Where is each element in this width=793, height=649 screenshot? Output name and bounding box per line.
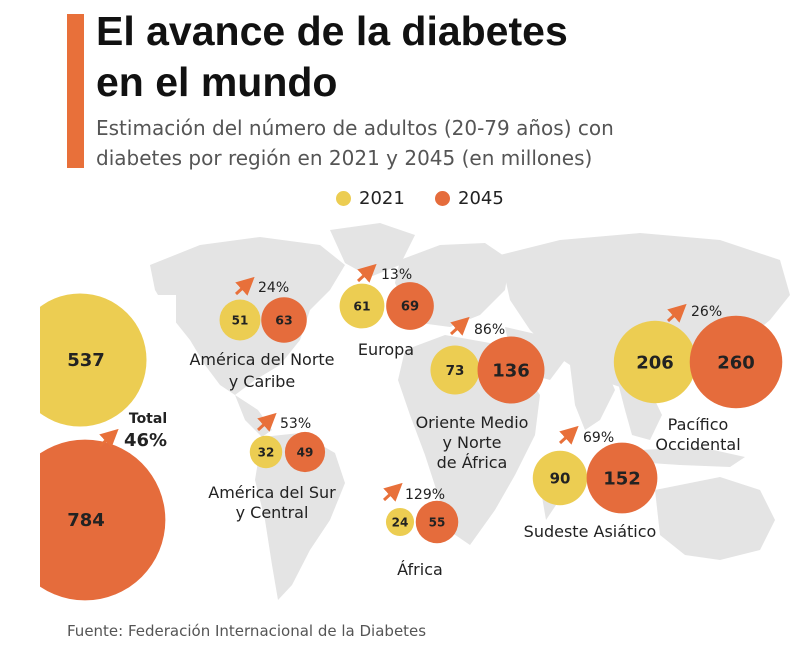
region-6-2045-circle — [586, 442, 658, 514]
region-2-name-line-2: de África — [437, 453, 508, 472]
region-4-2021-circle — [249, 435, 283, 469]
region-6-change: 69% — [583, 430, 614, 446]
region-3-2021-value: 206 — [636, 352, 674, 373]
region-5-2045-value: 55 — [429, 515, 446, 529]
total-arrow — [98, 428, 119, 448]
region-1-arrow — [356, 263, 377, 283]
legend-dot-2045 — [435, 191, 450, 206]
region-2-2021-value: 73 — [446, 363, 465, 379]
region-1-change: 13% — [381, 267, 412, 283]
region-2-name-line-0: Oriente Medio — [416, 413, 529, 432]
region-5-2045-circle — [415, 500, 459, 544]
world-map — [150, 223, 790, 600]
region-0-name-line-0: América del Norte — [189, 350, 334, 369]
region-5-2021-value: 24 — [392, 515, 409, 529]
total-2045-circle — [40, 439, 166, 601]
region-6-name-line-0: Sudeste Asiático — [524, 522, 657, 541]
region-5-arrow — [382, 482, 403, 502]
region-6-arrow — [558, 425, 579, 445]
legend-item-2045: 2045 — [435, 188, 504, 209]
region-5-name-line-0: África — [397, 560, 443, 579]
region-0-2045-circle — [261, 297, 307, 343]
region-0-2045-value: 63 — [275, 313, 292, 328]
total-2021-circle — [40, 293, 147, 427]
region-4-change: 53% — [280, 416, 311, 432]
subtitle: Estimación del número de adultos (20-79 … — [96, 113, 614, 173]
region-0-arrow — [234, 276, 255, 296]
region-0-2021-circle — [219, 299, 261, 341]
world-map-shapes — [150, 223, 790, 600]
title-line-1: El avance de la diabetes — [96, 8, 568, 54]
total-change: 46% — [124, 430, 167, 451]
legend-label-2021: 2021 — [359, 188, 405, 209]
region-3-2021-circle — [613, 320, 697, 404]
region-1-2021-circle — [339, 283, 385, 329]
region-0-change: 24% — [258, 280, 289, 296]
region-3-2045-circle — [689, 315, 783, 409]
region-4-name-line-0: América del Sur — [208, 483, 336, 502]
map-india — [570, 365, 615, 430]
legend: 2021 2045 — [0, 188, 793, 214]
legend-label-2045: 2045 — [458, 188, 504, 209]
subtitle-line-2: diabetes por región en 2021 y 2045 (en m… — [96, 146, 593, 170]
total-2021-value: 537 — [67, 350, 105, 371]
map-south-america — [255, 433, 345, 600]
region-1-name-line-0: Europa — [358, 340, 414, 359]
map-australia — [655, 477, 775, 560]
region-2-2021-circle — [430, 345, 480, 395]
region-3-name-line-1: Occidental — [655, 435, 740, 454]
accent-bar — [67, 14, 84, 168]
region-2-2045-circle — [477, 336, 545, 404]
map-greenland — [330, 223, 415, 277]
legend-item-2021: 2021 — [336, 188, 405, 209]
region-2-arrow — [449, 316, 470, 336]
source-note: Fuente: Federación Internacional de la D… — [67, 622, 427, 640]
title-line-2: en el mundo — [96, 59, 338, 105]
region-4-2045-circle — [284, 431, 326, 473]
subtitle-line-1: Estimación del número de adultos (20-79 … — [96, 116, 614, 140]
page-title: El avance de la diabetes en el mundo — [96, 6, 568, 108]
region-2-2045-value: 136 — [492, 360, 530, 381]
region-0-name-line-1: y Caribe — [229, 372, 296, 391]
region-3-change: 26% — [691, 304, 722, 320]
region-6-2021-value: 90 — [550, 469, 571, 487]
region-2-change: 86% — [474, 322, 505, 338]
region-4-2021-value: 32 — [258, 445, 275, 459]
total-2045-value: 784 — [67, 510, 105, 531]
region-1-2045-value: 69 — [401, 300, 419, 315]
region-5-2021-circle — [385, 507, 415, 537]
region-0-2021-value: 51 — [232, 313, 249, 327]
map-indonesia — [640, 447, 745, 467]
region-2-name-line-1: y Norte — [442, 433, 501, 452]
legend-dot-2021 — [336, 191, 351, 206]
region-6-2021-circle — [532, 450, 588, 506]
region-3-arrow — [666, 303, 687, 323]
total-bubbles — [40, 293, 166, 601]
total-label: Total — [129, 411, 167, 427]
region-3-name-line-0: Pacífico — [668, 415, 729, 434]
region-1-2045-circle — [386, 282, 434, 330]
region-1-2021-value: 61 — [353, 299, 370, 313]
region-4-2045-value: 49 — [297, 445, 314, 459]
region-6-2045-value: 152 — [603, 468, 641, 489]
region-4-name-line-1: y Central — [236, 503, 309, 522]
region-5-change: 129% — [405, 487, 445, 503]
region-4-arrow — [256, 412, 277, 432]
region-3-2045-value: 260 — [717, 352, 755, 373]
